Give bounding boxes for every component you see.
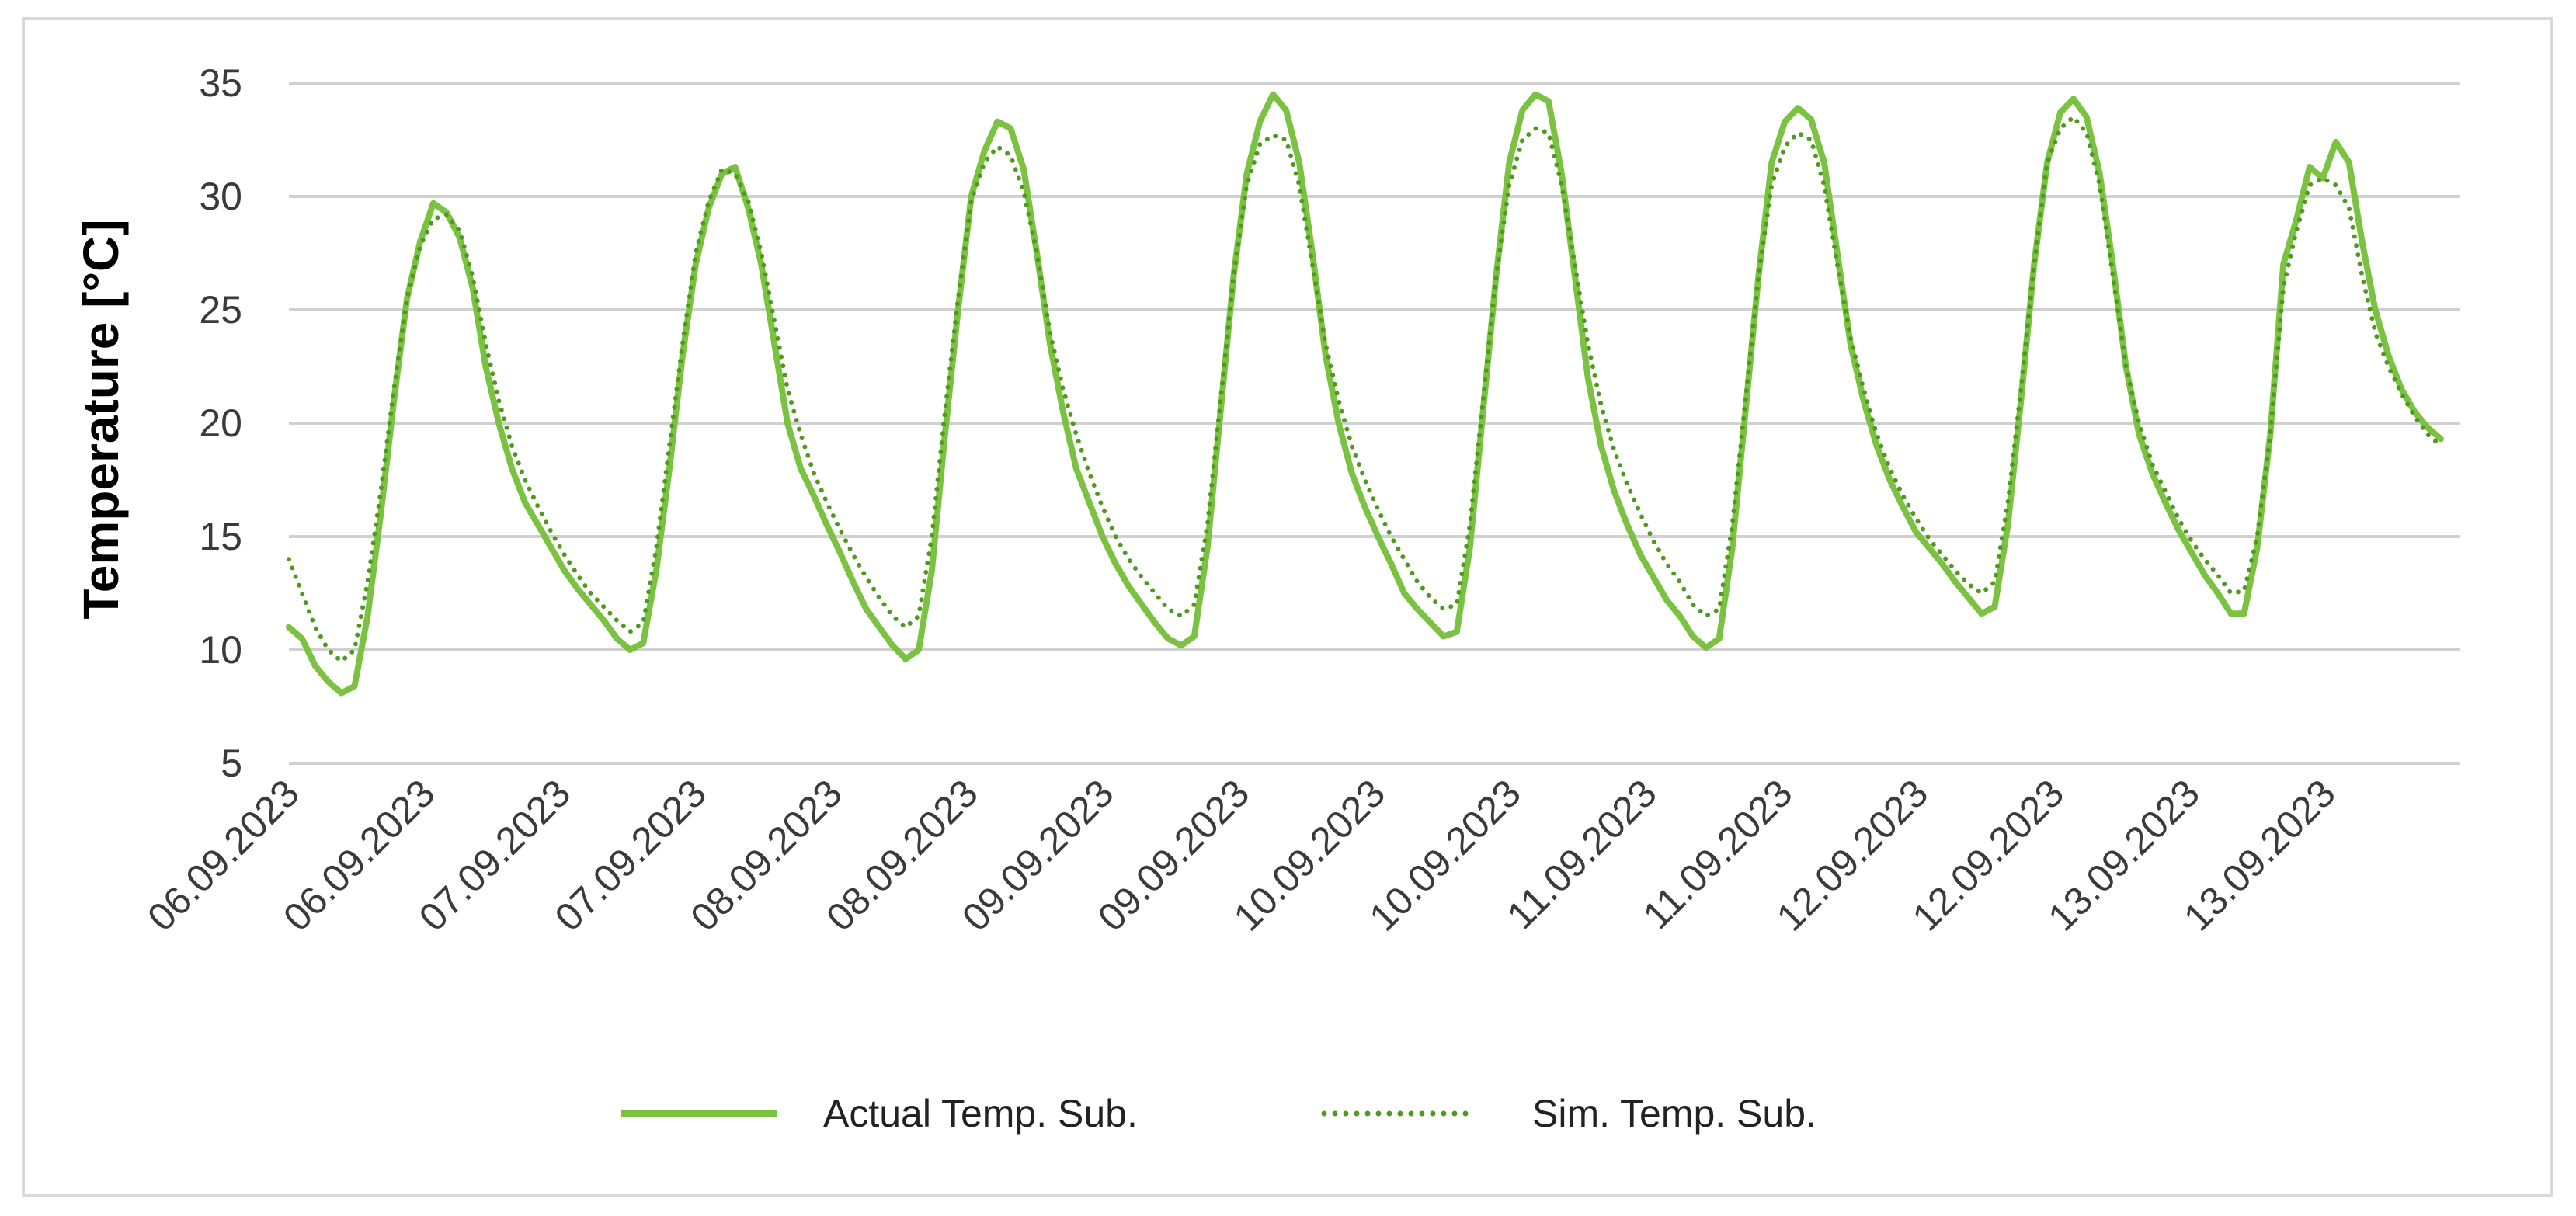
x-tick-labels: 06.09.202306.09.202307.09.202307.09.2023… <box>139 771 2344 940</box>
y-tick-label: 25 <box>199 288 242 332</box>
y-tick-labels: 5 10 15 20 25 30 35 <box>199 61 242 785</box>
legend-label-sim: Sim. Temp. Sub. <box>1532 1092 1816 1135</box>
y-tick-label: 35 <box>199 61 242 105</box>
sim-temp-line <box>287 114 2443 664</box>
y-tick-label: 15 <box>199 515 242 558</box>
series-lines <box>286 91 2444 697</box>
legend-label-actual: Actual Temp. Sub. <box>823 1092 1138 1135</box>
grid-lines <box>289 82 2460 765</box>
legend: Actual Temp. Sub. Sim. Temp. Sub. <box>621 1092 1816 1135</box>
y-tick-label: 10 <box>199 628 242 672</box>
y-tick-label: 5 <box>221 742 242 785</box>
y-tick-label: 20 <box>199 401 242 445</box>
y-axis-label: Temperature [°C] <box>73 219 129 619</box>
y-tick-label: 30 <box>199 175 242 218</box>
actual-temp-line <box>286 91 2444 697</box>
